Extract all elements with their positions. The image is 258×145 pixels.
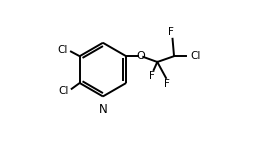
Text: O: O [136, 51, 145, 61]
Text: Cl: Cl [191, 51, 201, 61]
Text: F: F [168, 27, 174, 37]
Text: F: F [149, 71, 155, 81]
Text: Cl: Cl [58, 45, 68, 55]
Text: Cl: Cl [58, 86, 69, 96]
Text: F: F [164, 79, 170, 89]
Text: N: N [99, 103, 107, 116]
